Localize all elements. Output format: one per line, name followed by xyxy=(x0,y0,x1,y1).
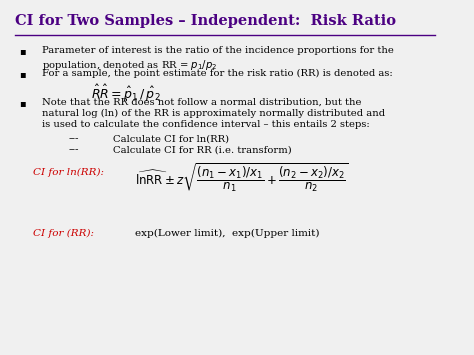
Text: ▪: ▪ xyxy=(19,70,26,79)
Text: exp(Lower limit),  exp(Upper limit): exp(Lower limit), exp(Upper limit) xyxy=(136,229,320,238)
Text: ---: --- xyxy=(68,135,79,143)
Text: CI for Two Samples – Independent:  Risk Ratio: CI for Two Samples – Independent: Risk R… xyxy=(15,14,396,28)
Text: population, denoted as RR = $p_1 / p_2$: population, denoted as RR = $p_1 / p_2$ xyxy=(42,58,217,72)
Text: ---: --- xyxy=(68,145,79,154)
Text: CI for ln(RR):: CI for ln(RR): xyxy=(33,168,104,177)
Text: Calculate CI for RR (i.e. transform): Calculate CI for RR (i.e. transform) xyxy=(113,145,292,154)
Text: $\widehat{\mathrm{lnRR}} \pm z\sqrt{\dfrac{(n_1-x_1)/x_1}{n_1}+\dfrac{(n_2-x_2)/: $\widehat{\mathrm{lnRR}} \pm z\sqrt{\dfr… xyxy=(136,162,349,194)
Text: Parameter of interest is the ratio of the incidence proportions for the: Parameter of interest is the ratio of th… xyxy=(42,47,393,55)
Text: ▪: ▪ xyxy=(19,99,26,108)
Text: $\hat{R}\hat{R} = \hat{p}_1\,/\,\hat{p}_2$: $\hat{R}\hat{R} = \hat{p}_1\,/\,\hat{p}_… xyxy=(91,83,160,104)
Text: Note that the RR does not follow a normal distribution, but the: Note that the RR does not follow a norma… xyxy=(42,98,361,107)
Text: natural log (ln) of the RR is approximately normally distributed and: natural log (ln) of the RR is approximat… xyxy=(42,109,385,118)
Text: CI for (RR):: CI for (RR): xyxy=(33,229,94,238)
Text: is used to calculate the confidence interval – this entails 2 steps:: is used to calculate the confidence inte… xyxy=(42,120,369,130)
Text: ▪: ▪ xyxy=(19,47,26,56)
Text: Calculate CI for ln(RR): Calculate CI for ln(RR) xyxy=(113,135,229,143)
Text: For a sample, the point estimate for the risk ratio (RR) is denoted as:: For a sample, the point estimate for the… xyxy=(42,69,392,78)
